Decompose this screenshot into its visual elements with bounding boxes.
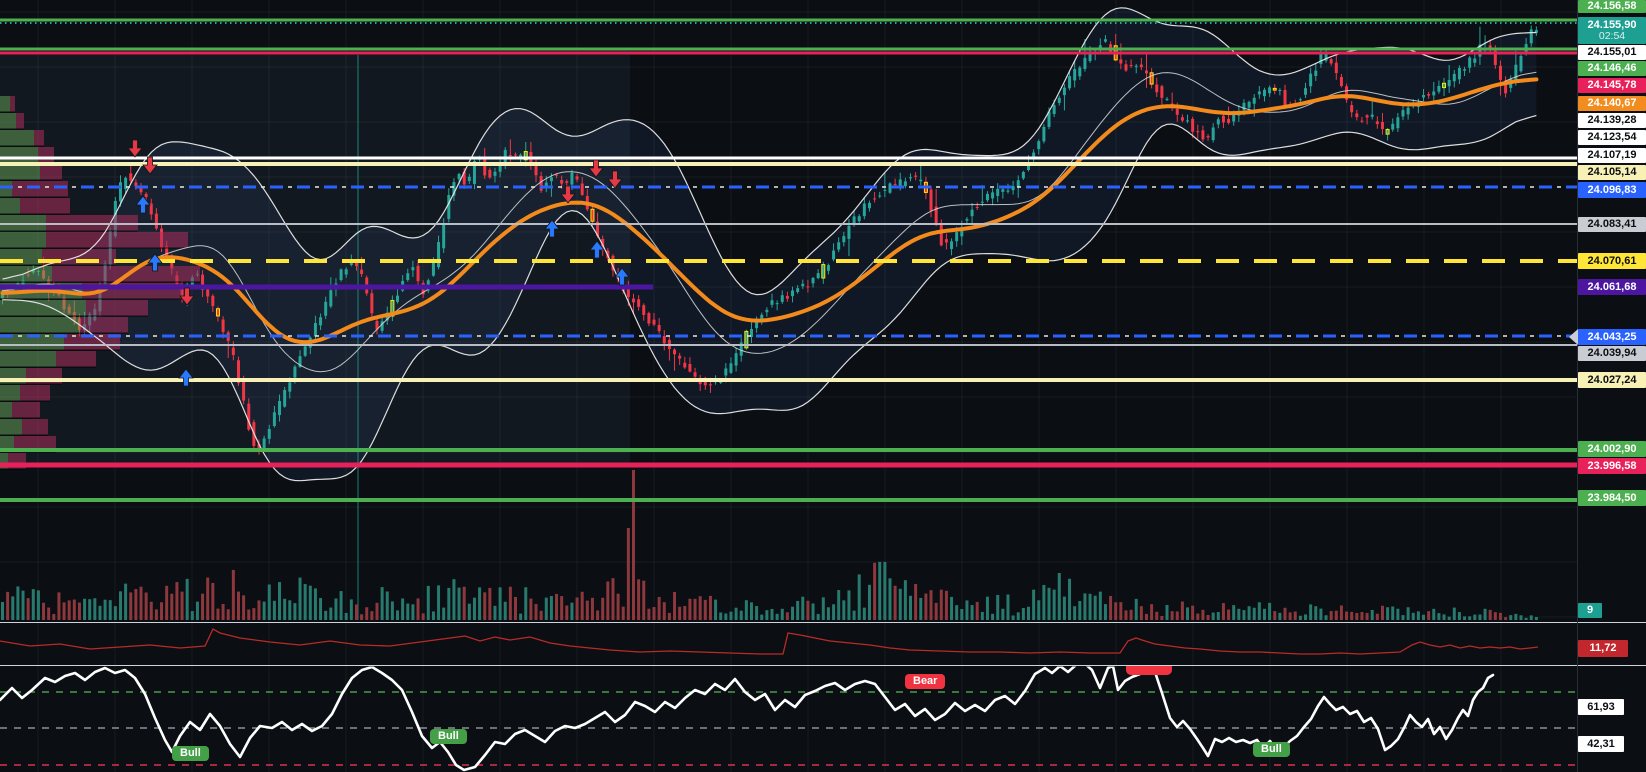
price-label: 24.027,24	[1578, 372, 1646, 388]
price-label: 24.156,58	[1578, 0, 1646, 13]
bull-badge: Bull	[1253, 742, 1290, 757]
price-label: 24.083,41	[1578, 217, 1646, 232]
bull-badge: Bull	[430, 729, 467, 744]
price-levels	[0, 18, 1577, 502]
sell-arrow-icon	[142, 156, 158, 175]
price-label: 24.002,90	[1578, 441, 1646, 457]
countdown-timer: 02:54	[1598, 29, 1626, 42]
sell-arrow-icon	[179, 287, 195, 306]
bull-badge: Bull	[172, 746, 209, 761]
buy-arrow-icon	[589, 240, 605, 259]
price-label: 24.155,90 02:54	[1578, 17, 1646, 44]
sell-arrow-icon	[607, 170, 623, 189]
price-label: 24.096,83	[1578, 182, 1646, 198]
price-label: 11,72	[1578, 640, 1628, 657]
price-label: 24.107,19	[1578, 148, 1646, 163]
buy-arrow-icon	[544, 219, 560, 238]
price-label: 24.039,94	[1578, 346, 1646, 361]
price-label: 24.145,78	[1578, 78, 1646, 93]
bollinger-bands	[0, 7, 1539, 482]
price-label: 24.139,28	[1578, 113, 1646, 128]
price-label: 24.123,54	[1578, 130, 1646, 145]
price-label: 61,93	[1578, 699, 1624, 715]
volume-bars	[1, 470, 1538, 620]
sell-arrow-icon	[127, 139, 143, 158]
buy-arrow-icon	[614, 267, 630, 286]
buy-arrow-icon	[147, 253, 163, 272]
price-label: 24.043,25	[1569, 329, 1646, 345]
indicator1-pane	[0, 628, 1539, 655]
signal-badge	[1126, 666, 1172, 675]
price-label: 9	[1578, 603, 1602, 618]
price-label: 24.105,14	[1578, 165, 1646, 180]
sell-arrow-icon	[588, 159, 604, 178]
price-label: 23.996,58	[1578, 458, 1646, 474]
price-label: 24.061,68	[1578, 279, 1646, 295]
buy-arrow-icon	[135, 195, 151, 214]
price-label: 24.070,61	[1578, 253, 1646, 269]
price-label: 24.155,01	[1578, 45, 1646, 60]
buy-arrow-icon	[178, 368, 194, 387]
bollinger-fill	[2, 7, 1537, 481]
indicator2-pane	[0, 666, 1577, 772]
candles	[1, 25, 1538, 455]
ma-line	[0, 77, 1539, 345]
price-label: 23.984,50	[1578, 490, 1646, 506]
price-label: 42,31	[1578, 736, 1624, 752]
bear-badge: Bear	[905, 674, 946, 689]
volatility-line	[0, 628, 1539, 655]
gridlines	[0, 0, 1577, 772]
sell-arrow-icon	[560, 185, 576, 204]
price-label: 24.146,46	[1578, 61, 1646, 76]
price-label: 24.140,67	[1578, 96, 1646, 111]
oscillator-line	[0, 666, 1495, 772]
signal-arrows	[127, 139, 630, 387]
